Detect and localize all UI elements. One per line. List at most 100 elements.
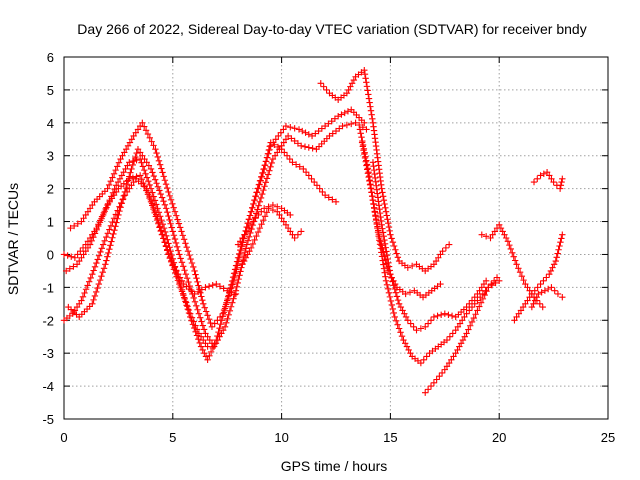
- data-point: [362, 75, 369, 82]
- data-point: [185, 278, 192, 286]
- data-point: [102, 261, 109, 268]
- data-point: [233, 283, 241, 291]
- data-point: [320, 83, 327, 90]
- data-point: [382, 244, 389, 251]
- data-point: [94, 256, 101, 263]
- data-point: [199, 346, 206, 354]
- data-point: [122, 145, 130, 153]
- data-point: [245, 224, 253, 232]
- data-point: [323, 86, 330, 94]
- data-point: [531, 297, 539, 304]
- data-point: [438, 369, 446, 377]
- data-point: [130, 178, 137, 186]
- data-point: [74, 251, 81, 258]
- data-point: [230, 277, 237, 284]
- data-point: [280, 126, 287, 133]
- data-point: [443, 336, 451, 344]
- data-point: [70, 222, 78, 230]
- data-point: [381, 269, 388, 276]
- data-series: [60, 175, 211, 350]
- data-point: [199, 296, 206, 304]
- data-point: [237, 268, 244, 275]
- data-point: [401, 340, 409, 347]
- data-point: [544, 285, 552, 293]
- data-point: [174, 216, 181, 223]
- data-point: [319, 188, 326, 196]
- data-point: [165, 188, 172, 196]
- data-point: [68, 253, 75, 260]
- data-point: [139, 163, 147, 170]
- data-point: [404, 317, 412, 324]
- data-point: [231, 273, 238, 281]
- data-point: [216, 324, 223, 332]
- data-point: [344, 108, 352, 115]
- data-series: [422, 274, 501, 396]
- data-point: [103, 233, 110, 241]
- data-point: [459, 336, 467, 344]
- data-point: [204, 343, 211, 350]
- data-point: [229, 281, 236, 288]
- data-point: [167, 220, 174, 227]
- data-point: [167, 196, 175, 204]
- data-point: [121, 192, 129, 199]
- data-point: [524, 284, 531, 291]
- data-point: [64, 252, 71, 259]
- data-point: [363, 83, 371, 90]
- data-point: [302, 129, 309, 136]
- data-point: [364, 87, 371, 94]
- data-point: [287, 124, 294, 131]
- data-point: [254, 185, 261, 192]
- data-point: [87, 274, 94, 282]
- data-point: [111, 226, 118, 234]
- data-point: [180, 291, 187, 299]
- data-point: [381, 236, 388, 244]
- data-point: [341, 109, 348, 117]
- data-point: [368, 193, 376, 200]
- data-point: [317, 80, 324, 87]
- data-point: [551, 287, 558, 294]
- data-point: [376, 234, 383, 242]
- data-point: [448, 356, 455, 363]
- data-point: [368, 189, 375, 196]
- data-point: [392, 246, 399, 253]
- data-point: [107, 178, 114, 185]
- data-point: [194, 306, 201, 313]
- data-point: [104, 230, 112, 237]
- data-point: [176, 251, 183, 258]
- data-point: [160, 198, 167, 205]
- data-point: [361, 150, 368, 158]
- data-point: [269, 155, 277, 163]
- data-point: [119, 195, 127, 203]
- data-point: [482, 233, 490, 240]
- data-point: [463, 330, 470, 337]
- data-point: [126, 139, 134, 146]
- data-point: [119, 152, 126, 159]
- data-point: [442, 244, 450, 252]
- data-point: [287, 211, 294, 219]
- data-point: [256, 224, 264, 232]
- data-point: [174, 277, 182, 284]
- data-point: [432, 257, 440, 265]
- data-point: [313, 182, 321, 189]
- data-point: [165, 251, 172, 258]
- data-point: [541, 287, 549, 294]
- data-point: [497, 224, 505, 232]
- data-point: [480, 280, 488, 288]
- data-point: [153, 201, 160, 208]
- data-point: [543, 274, 550, 281]
- data-point: [158, 165, 165, 172]
- data-point: [191, 267, 198, 275]
- y-tick-label: -2: [42, 313, 54, 328]
- x-axis-label: GPS time / hours: [281, 458, 388, 474]
- data-point: [84, 238, 92, 245]
- data-point: [271, 152, 279, 159]
- data-point: [276, 145, 283, 153]
- data-point: [121, 149, 128, 156]
- data-point: [244, 251, 251, 258]
- data-point: [236, 272, 243, 279]
- data-point: [207, 348, 215, 356]
- y-axis-label: SDTVAR / TECUs: [5, 183, 21, 295]
- y-tick-label: -5: [42, 412, 54, 427]
- data-point: [234, 262, 241, 269]
- data-point: [82, 211, 89, 219]
